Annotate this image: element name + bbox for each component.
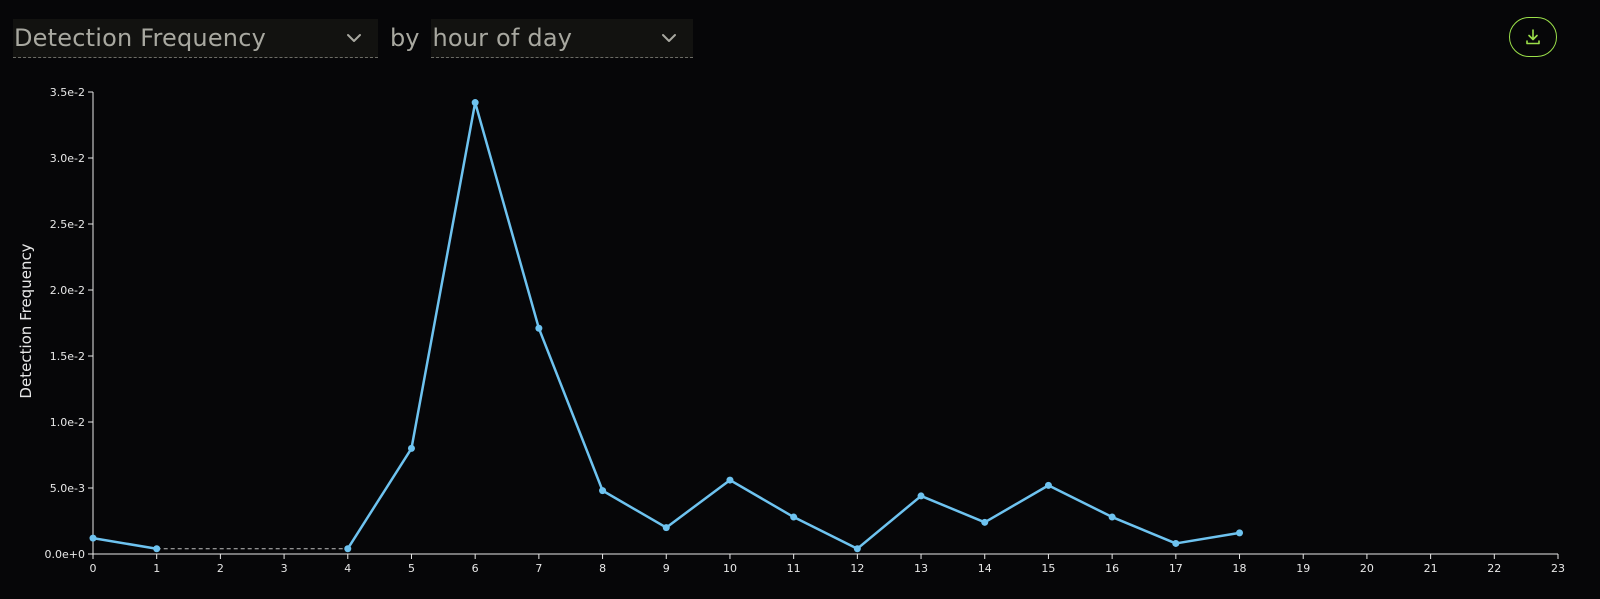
y-tick-label: 3.0e-2 bbox=[50, 152, 85, 165]
series-line bbox=[91, 536, 158, 550]
x-tick-label: 9 bbox=[663, 562, 670, 575]
x-tick-label: 17 bbox=[1169, 562, 1183, 575]
x-tick-label: 4 bbox=[344, 562, 351, 575]
x-tick-label: 5 bbox=[408, 562, 415, 575]
x-tick-label: 11 bbox=[787, 562, 801, 575]
data-point bbox=[1236, 529, 1244, 537]
download-icon bbox=[1526, 29, 1540, 45]
x-tick-label: 8 bbox=[599, 562, 606, 575]
download-button[interactable] bbox=[1509, 17, 1557, 57]
axes: 0.0e+0 5.0e-3 1.0e-2 1.5e-2 2.0e-2 2.5e-2 3.0e… bbox=[45, 86, 1565, 575]
metric-select-value: Detection Frequency bbox=[14, 23, 267, 52]
x-tick-label: 23 bbox=[1551, 562, 1565, 575]
x-tick-label: 2 bbox=[217, 562, 224, 575]
y-axis-title: Detection Frequency bbox=[17, 243, 35, 398]
data-point bbox=[471, 99, 479, 107]
data-point bbox=[726, 476, 734, 484]
x-tick-label: 1 bbox=[153, 562, 160, 575]
x-tick-label: 14 bbox=[978, 562, 992, 575]
metric-select[interactable]: Detection Frequency bbox=[13, 18, 378, 58]
data-point bbox=[89, 534, 97, 542]
y-tick-label: 0.0e+0 bbox=[45, 548, 85, 561]
x-tick-label: 10 bbox=[723, 562, 737, 575]
x-tick-label: 13 bbox=[914, 562, 928, 575]
data-point bbox=[790, 513, 798, 521]
chart-controls: Detection Frequency by hour of day bbox=[13, 18, 694, 58]
y-tick-label: 5.0e-3 bbox=[50, 482, 85, 495]
x-tick-label: 18 bbox=[1233, 562, 1247, 575]
data-point bbox=[1172, 539, 1180, 547]
x-tick-label: 15 bbox=[1041, 562, 1055, 575]
x-tick-label: 16 bbox=[1105, 562, 1119, 575]
data-point bbox=[1108, 513, 1116, 521]
x-tick-label: 22 bbox=[1487, 562, 1501, 575]
series-line bbox=[346, 101, 1241, 550]
x-tick-label: 3 bbox=[281, 562, 288, 575]
y-tick-label: 2.0e-2 bbox=[50, 284, 85, 297]
data-point bbox=[853, 545, 861, 553]
x-tick-label: 20 bbox=[1360, 562, 1374, 575]
by-label: by bbox=[390, 24, 420, 52]
x-tick-label: 0 bbox=[90, 562, 97, 575]
x-tick-label: 12 bbox=[850, 562, 864, 575]
y-tick-label: 1.0e-2 bbox=[50, 416, 85, 429]
data-point bbox=[599, 487, 607, 495]
series-layer bbox=[89, 99, 1244, 553]
chevron-down-icon bbox=[347, 33, 361, 42]
data-point bbox=[535, 324, 543, 332]
groupby-select[interactable]: hour of day bbox=[431, 18, 694, 58]
data-point bbox=[981, 518, 989, 526]
x-tick-label: 6 bbox=[472, 562, 479, 575]
groupby-select-value: hour of day bbox=[432, 23, 573, 52]
chevron-down-icon bbox=[662, 33, 677, 42]
x-tick-label: 21 bbox=[1424, 562, 1438, 575]
x-tick-label: 7 bbox=[535, 562, 542, 575]
y-tick-label: 2.5e-2 bbox=[50, 218, 85, 231]
y-tick-label: 3.5e-2 bbox=[50, 86, 85, 99]
data-point bbox=[662, 524, 670, 532]
data-point bbox=[917, 492, 925, 500]
data-point bbox=[153, 545, 161, 553]
y-tick-label: 1.5e-2 bbox=[50, 350, 85, 363]
x-tick-label: 19 bbox=[1296, 562, 1310, 575]
data-point bbox=[407, 444, 415, 452]
data-point bbox=[1044, 481, 1052, 489]
data-point bbox=[344, 545, 352, 553]
